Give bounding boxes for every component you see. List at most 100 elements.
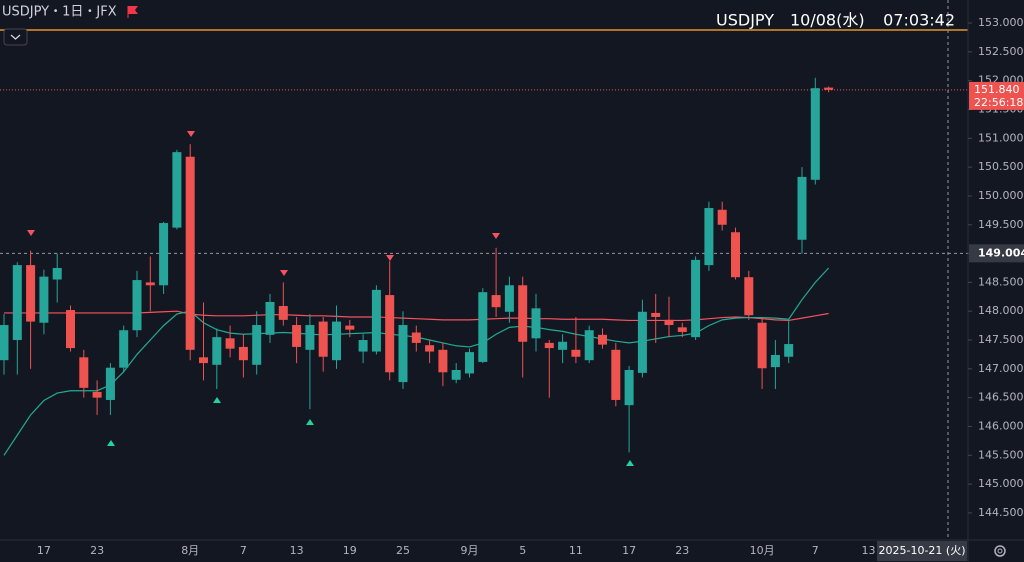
candle-body <box>744 277 754 316</box>
candle-body <box>225 338 235 349</box>
candle-body <box>252 325 262 365</box>
signal-markers <box>27 131 634 466</box>
y-tick-label: 146.500 <box>978 391 1024 404</box>
flag-icon <box>128 6 138 14</box>
candle-body <box>558 341 568 350</box>
x-tick-label: 23 <box>90 544 104 557</box>
candle-body <box>39 276 49 323</box>
candle-body <box>637 311 647 373</box>
y-tick-label: 145.500 <box>978 448 1024 461</box>
settings-icon[interactable] <box>994 545 1006 557</box>
candle-body <box>478 292 488 362</box>
up-marker <box>626 460 634 466</box>
candle-body <box>305 325 315 350</box>
candle-body <box>677 327 687 332</box>
candle-body <box>784 344 794 357</box>
header-time: 07:03:42 <box>883 11 955 30</box>
candle-body <box>79 357 89 388</box>
candle-body <box>544 342 554 349</box>
crosshair-price-box <box>969 244 1024 263</box>
x-tick-label: 25 <box>396 544 410 557</box>
y-tick-label: 146.000 <box>978 419 1024 432</box>
candle-body <box>119 330 129 368</box>
x-tick-label: 5 <box>519 544 526 557</box>
candle-body <box>199 357 208 364</box>
candle-body <box>504 285 514 312</box>
header-symbol: USDJPY <box>716 11 774 30</box>
candle-body <box>757 322 767 369</box>
candle-body <box>318 321 328 357</box>
collapse-button[interactable] <box>3 28 28 46</box>
x-tick-label: 17 <box>37 544 51 557</box>
countdown-label: 22:56:18 <box>974 96 1023 109</box>
candle-body <box>425 345 435 352</box>
candle-body <box>345 325 355 330</box>
candle-body <box>145 282 155 286</box>
x-tick-label: 13 <box>290 544 304 557</box>
candle-body <box>12 265 22 341</box>
candle-body <box>238 346 248 361</box>
candle-body <box>810 88 820 180</box>
candle-body <box>584 330 594 361</box>
candle-body <box>518 285 528 342</box>
y-tick-label: 144.500 <box>978 506 1024 519</box>
last-price-box <box>969 81 1024 110</box>
candle-body <box>358 340 368 352</box>
candle-body <box>159 223 169 286</box>
candle-body <box>598 334 607 345</box>
candle-body <box>185 156 195 350</box>
candle-body <box>411 332 421 343</box>
y-tick-label: 149.500 <box>978 218 1024 231</box>
candle-body <box>717 209 727 225</box>
candle-body <box>105 367 115 400</box>
down-marker <box>280 270 288 276</box>
settings-icon-center <box>997 548 1003 554</box>
y-tick-label: 150.000 <box>978 189 1024 202</box>
y-tick-label: 152.500 <box>978 45 1024 58</box>
down-marker <box>386 255 394 261</box>
x-tick-label: 7 <box>240 544 247 557</box>
y-tick-label: 151.000 <box>978 131 1024 144</box>
up-marker <box>306 419 314 425</box>
candle-body <box>451 369 461 380</box>
candle-body <box>0 325 9 361</box>
x-tick-label: 8月 <box>181 544 199 557</box>
header-date: 10/08(水) <box>790 11 865 30</box>
candle-body <box>132 280 142 331</box>
candle-body <box>26 265 36 322</box>
candle-body <box>385 295 395 373</box>
down-marker <box>492 233 500 239</box>
y-tick-label: 153.000 <box>978 16 1024 29</box>
x-tick-label: 11 <box>569 544 583 557</box>
candle-body <box>704 208 714 266</box>
candle-body <box>624 369 634 406</box>
crosshair-price-label: 149.004 <box>978 246 1024 259</box>
candle-body <box>398 325 408 383</box>
y-tick-label: 150.500 <box>978 160 1024 173</box>
y-tick-label: 147.500 <box>978 333 1024 346</box>
x-tick-label: 17 <box>622 544 636 557</box>
candle-body <box>651 312 661 317</box>
chart-title: USDJPY・1日・JFX <box>2 5 117 20</box>
y-tick-label: 145.000 <box>978 477 1024 490</box>
candle-body <box>691 259 701 338</box>
candle-body <box>438 349 448 373</box>
y-tick-label: 148.500 <box>978 275 1024 288</box>
candle-body <box>212 337 222 365</box>
plot-area <box>0 29 968 456</box>
candle-body <box>278 306 288 320</box>
crosshair-date-box <box>877 541 967 561</box>
up-marker <box>107 440 115 446</box>
candle-body <box>66 310 75 349</box>
candle-body <box>531 308 541 339</box>
x-tick-label: 10月 <box>750 544 775 557</box>
crosshair-date-label: 2025-10-21 (火) <box>878 544 965 557</box>
candle-body <box>265 301 275 335</box>
x-tick-label: 13 <box>862 544 876 557</box>
candle-body <box>731 232 740 278</box>
candle-body <box>172 152 182 228</box>
x-tick-label: 7 <box>812 544 819 557</box>
candle-body <box>332 321 341 361</box>
x-tick-label: 9月 <box>461 544 479 557</box>
